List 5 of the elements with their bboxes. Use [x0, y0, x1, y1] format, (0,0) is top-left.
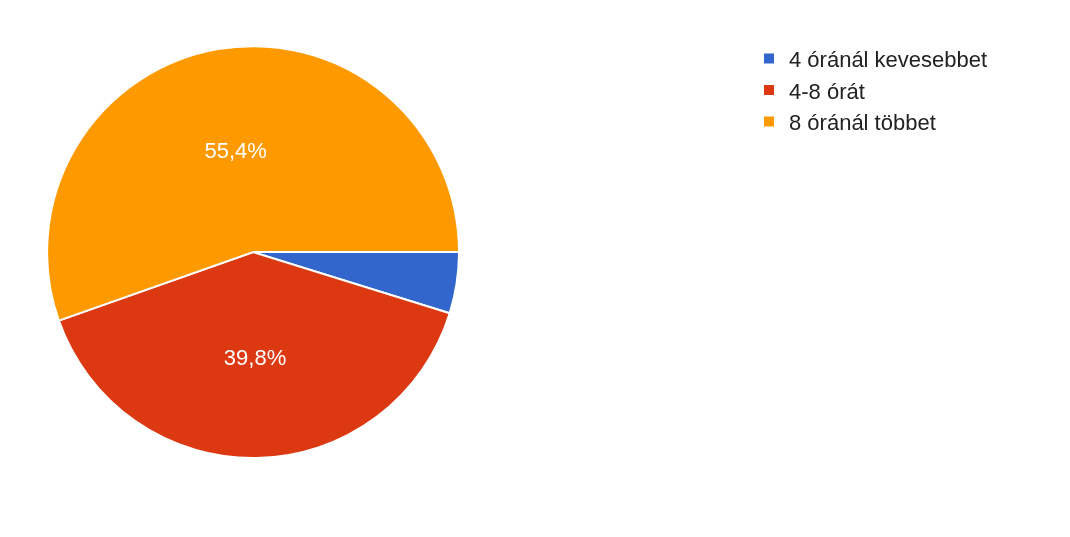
legend-label: 8 óránál többet: [789, 110, 936, 136]
data-label: 55,4%: [204, 138, 267, 164]
legend-label: 4 óránál kevesebbet: [789, 46, 988, 72]
legend-label: 4-8 órát: [789, 78, 865, 104]
data-label: 39,8%: [223, 345, 287, 371]
